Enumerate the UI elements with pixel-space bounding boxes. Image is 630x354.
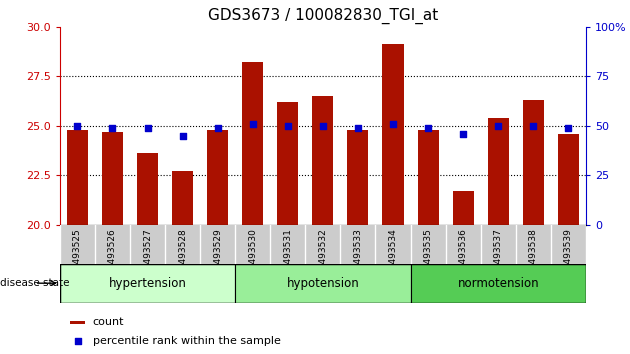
Point [212,125,222,131]
Bar [452,191,474,225]
Bar [242,62,263,225]
Bar [382,44,404,225]
Text: GSM493532: GSM493532 [318,228,328,282]
Point [528,123,538,129]
Bar [207,130,228,225]
Text: disease state: disease state [0,278,69,288]
Bar [347,130,369,225]
Bar [418,130,438,225]
Point [107,125,117,131]
Point [388,121,398,126]
Text: GSM493539: GSM493539 [564,228,573,283]
Bar [411,264,586,303]
Text: GSM493535: GSM493535 [423,228,433,283]
Text: GSM493537: GSM493537 [494,228,503,283]
Point [178,133,188,138]
Text: normotension: normotension [457,277,539,290]
Bar [137,153,158,225]
Bar [312,96,333,225]
Text: percentile rank within the sample: percentile rank within the sample [93,336,280,346]
Point [72,338,83,344]
Text: GSM493538: GSM493538 [529,228,538,283]
Bar [60,264,235,303]
Point [72,123,83,129]
Text: GSM493533: GSM493533 [353,228,362,283]
Bar [277,102,299,225]
Text: GSM493526: GSM493526 [108,228,117,282]
Bar [558,133,579,225]
Text: hypertension: hypertension [108,277,186,290]
Bar [67,130,88,225]
Point [563,125,573,131]
Point [458,131,468,136]
Bar [488,118,509,225]
Bar [102,132,123,225]
Text: GSM493534: GSM493534 [389,228,398,282]
Point [353,125,363,131]
Bar [235,264,411,303]
Text: count: count [93,317,124,327]
Title: GDS3673 / 100082830_TGI_at: GDS3673 / 100082830_TGI_at [208,7,438,24]
Text: GSM493529: GSM493529 [213,228,222,282]
Text: GSM493527: GSM493527 [143,228,152,282]
Point [142,125,152,131]
Point [283,123,293,129]
Text: GSM493530: GSM493530 [248,228,257,283]
Text: GSM493525: GSM493525 [73,228,82,282]
Point [423,125,433,131]
Text: GSM493528: GSM493528 [178,228,187,282]
Point [248,121,258,126]
Bar [523,100,544,225]
Bar [71,321,85,324]
Point [493,123,503,129]
Text: hypotension: hypotension [287,277,359,290]
Text: GSM493531: GSM493531 [284,228,292,283]
Text: GSM493536: GSM493536 [459,228,467,283]
Bar [172,171,193,225]
Point [318,123,328,129]
